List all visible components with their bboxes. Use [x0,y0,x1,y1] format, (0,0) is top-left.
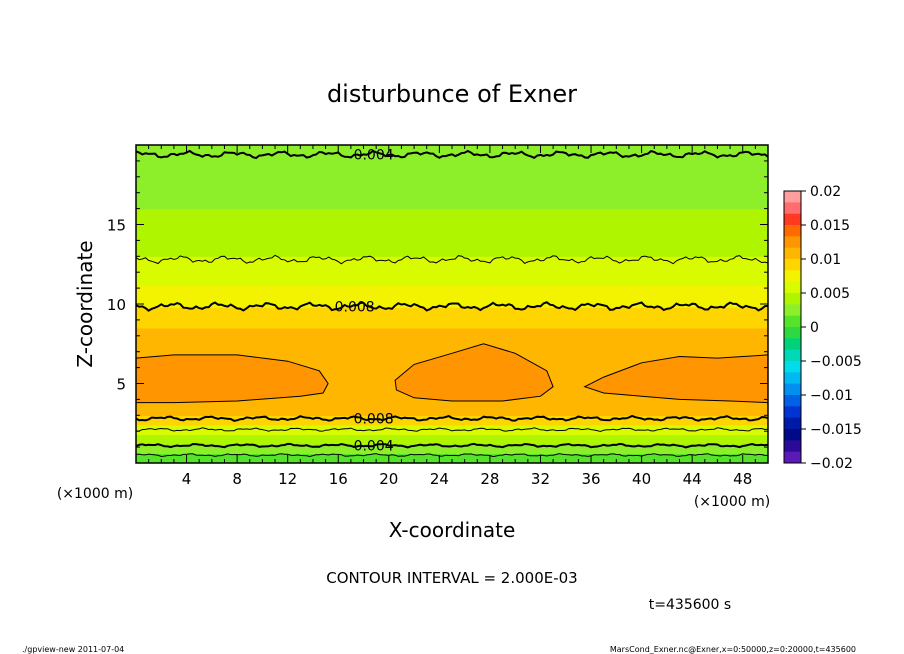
colorbar-swatch [784,247,801,260]
contour-low-4 [136,453,768,458]
colorbar-swatch [784,417,801,430]
contour-label: 0.008 [354,411,394,427]
chart-title: disturbunce of Exner [327,80,577,108]
footer-right: MarsCond_Exner.nc@Exner,x=0:50000,z=0:20… [610,645,856,654]
colorbar-tick-label: 0.005 [810,286,850,302]
color-band [136,168,768,210]
color-band [136,307,768,329]
y-axis-label: Z-coordinate [73,240,97,367]
x-tick-label: 28 [480,470,499,488]
y-tick-label: 5 [116,376,126,394]
colorbar-swatch [784,213,801,226]
contour-low-1 [136,414,768,422]
colorbar-ticks: 0.02 0.015 0.01 0.005 0 −0.005 −0.01 −0.015 −0.0… [801,184,862,472]
x-tick-label: 20 [379,470,398,488]
colorbar-swatch [784,383,801,396]
colorbar-swatch [784,349,801,362]
x-axis-ticks: 4 8 12 16 20 24 28 32 36 40 44 48 [148,145,756,488]
colorbar-tick-label: 0.015 [810,218,850,234]
x-tick-label: 8 [232,470,242,488]
contour-upper [136,254,768,265]
colorbar-swatch [784,372,801,385]
colorbar-swatch [784,259,801,271]
colorbar-swatch [784,440,801,453]
colorbar-swatch [784,361,801,373]
contour-label: 0.004 [354,148,394,164]
contour-low-2 [136,427,768,433]
color-band [136,145,768,170]
colorbar-tick-label: 0 [810,320,819,336]
x-axis-label: X-coordinate [389,518,516,542]
colorbar-swatch [784,236,801,249]
colorbar-tick-label: −0.02 [810,456,853,472]
x-tick-label: 4 [182,470,192,488]
colorbar-swatch [784,202,801,215]
colorbar-swatch [784,429,801,441]
contour-lines [136,149,768,458]
colorbar-swatch [784,338,801,351]
blob-left [136,354,329,404]
y-unit-label: (×1000 m) [57,486,133,502]
x-unit-label: (×1000 m) [694,494,770,510]
color-band [136,208,768,257]
colorbar-swatch [784,395,801,407]
colorbar-swatch [784,304,801,317]
colorbar-tick-label: 0.01 [810,252,841,268]
x-tick-label: 24 [430,470,449,488]
contour-labels: 0.004 0.008 0.008 0.004 [335,148,394,455]
color-band [136,327,768,346]
colorbar-swatch [784,191,801,203]
colorbar [784,191,801,464]
color-band [136,434,768,445]
colorbar-tick-label: −0.015 [810,422,862,438]
max-blobs [136,343,768,404]
contour-mid [136,301,768,312]
colorbar-swatch [784,315,801,328]
colorbar-tick-label: −0.01 [810,388,853,404]
colorbar-swatch [784,451,801,464]
color-band [136,399,768,416]
x-tick-label: 48 [733,470,752,488]
plot-area [136,145,768,463]
colorbar-swatch [784,293,801,305]
time-label: t=435600 s [649,597,731,613]
color-band [136,424,768,435]
color-band [136,415,768,426]
contour-label: 0.004 [354,439,394,455]
colorbar-tick-label: 0.02 [810,184,841,200]
color-band [136,443,768,455]
y-tick-label: 15 [107,217,126,235]
x-tick-label: 44 [683,470,702,488]
x-tick-label: 12 [278,470,297,488]
x-tick-label: 32 [531,470,550,488]
y-axis-ticks: 5 10 15 [107,160,768,448]
blob-right [583,354,768,404]
footer-left: ./gpview-new 2011-07-04 [22,645,124,654]
y-tick-label: 10 [107,296,126,314]
color-band [136,284,768,308]
contour-interval-label: CONTOUR INTERVAL = 2.000E-03 [326,569,577,587]
colorbar-swatch [784,281,801,294]
x-tick-label: 16 [329,470,348,488]
contour-top [136,149,768,160]
color-band [136,453,768,463]
contour-label: 0.008 [335,299,375,315]
colorbar-swatch [784,270,801,283]
contour-low-3 [136,442,768,449]
colorbar-tick-label: −0.005 [810,354,862,370]
x-tick-label: 40 [632,470,651,488]
colorbar-swatch [784,327,801,339]
blob-center [394,343,554,402]
colorbar-swatch [784,225,801,237]
colorbar-swatch [784,406,801,419]
color-band [136,256,768,286]
x-tick-label: 36 [581,470,600,488]
